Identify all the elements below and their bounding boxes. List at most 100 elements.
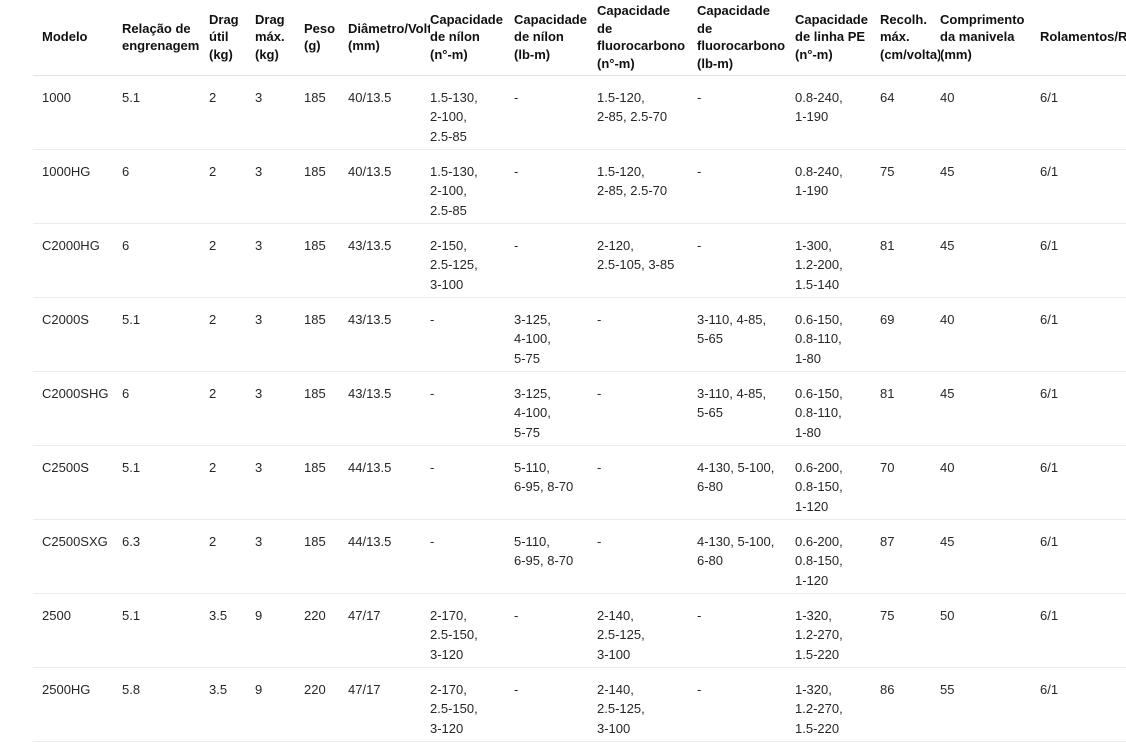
table-cell: 0.6-200, 0.8-150, 1-120 <box>795 445 880 520</box>
table-cell: 0.8-240, 1-190 <box>795 149 880 224</box>
table-cell: 64 <box>880 75 940 150</box>
table-cell: 3 <box>255 149 304 224</box>
table-cell: 6 <box>122 371 209 446</box>
table-cell: 1.5-120, 2-85, 2.5-70 <box>597 149 697 224</box>
table-cell: 1000HG <box>33 149 122 224</box>
table-cell: 1000 <box>33 75 122 150</box>
table-cell: 6/1 <box>1040 519 1126 594</box>
table-cell: 5.1 <box>122 297 209 372</box>
table-cell: 45 <box>940 223 1040 298</box>
table-cell: 2-150, 2.5-125, 3-100 <box>430 223 514 298</box>
table-body: 1000 5.1 2 3 185 40/13.5 1.5-130, 2-100, 2.5-8… <box>33 75 1126 742</box>
table-cell: 220 <box>304 667 348 742</box>
table-cell: - <box>514 593 597 668</box>
table-cell: 75 <box>880 593 940 668</box>
table-cell: 45 <box>940 149 1040 224</box>
table-cell: 4-130, 5-100, 6-80 <box>697 519 795 594</box>
col-header-capacidade-linha-pe: Capacidade de linha PE (n°-m) <box>795 0 880 76</box>
table-cell: C2000S <box>33 297 122 372</box>
table-cell: 1-320, 1.2-270, 1.5-220 <box>795 667 880 742</box>
table-row: 1000 5.1 2 3 185 40/13.5 1.5-130, 2-100, 2.5-8… <box>33 75 1126 150</box>
table-cell: 81 <box>880 223 940 298</box>
table-cell: 6/1 <box>1040 297 1126 372</box>
table-cell: 1.5-120, 2-85, 2.5-70 <box>597 75 697 150</box>
table-cell: 44/13.5 <box>348 519 430 594</box>
table-cell: 2 <box>209 223 255 298</box>
reel-spec-table: Modelo Relação de engrenagem Drag útil (… <box>33 0 1126 742</box>
table-cell: 0.6-150, 0.8-110, 1-80 <box>795 371 880 446</box>
table-cell: 2 <box>209 519 255 594</box>
col-header-capacidade-fluorocarbono-n: Capacidade de fluorocarbono (n°-m) <box>597 0 697 76</box>
table-cell: 2 <box>209 75 255 150</box>
table-cell: 40/13.5 <box>348 75 430 150</box>
table-cell: 3 <box>255 519 304 594</box>
table-cell: 45 <box>940 371 1040 446</box>
table-cell: - <box>597 297 697 372</box>
table-cell: 6/1 <box>1040 75 1126 150</box>
col-header-capacidade-nilon-n: Capacidade de nílon (n°-m) <box>430 0 514 76</box>
table-cell: 185 <box>304 445 348 520</box>
table-cell: 3 <box>255 75 304 150</box>
table-row: C2000HG 6 2 3 185 43/13.5 2-150, 2.5-125, 3-10… <box>33 223 1126 298</box>
table-cell: 50 <box>940 593 1040 668</box>
table-cell: 1-320, 1.2-270, 1.5-220 <box>795 593 880 668</box>
table-cell: 9 <box>255 593 304 668</box>
col-header-drag-max: Drag máx. (kg) <box>255 0 304 76</box>
table-cell: 6/1 <box>1040 593 1126 668</box>
table-cell: 40 <box>940 75 1040 150</box>
table-cell: - <box>597 519 697 594</box>
table-cell: 6/1 <box>1040 445 1126 520</box>
table-cell: - <box>697 593 795 668</box>
table-cell: 6.3 <box>122 519 209 594</box>
table-cell: 6 <box>122 223 209 298</box>
table-cell: 43/13.5 <box>348 297 430 372</box>
table-cell: 185 <box>304 371 348 446</box>
table-row: 2500HG 5.8 3.5 9 220 47/17 2-170, 2.5-150, 3-1… <box>33 667 1126 742</box>
table-cell: - <box>430 371 514 446</box>
table-cell: 81 <box>880 371 940 446</box>
table-cell: 6/1 <box>1040 149 1126 224</box>
table-row: C2500SXG 6.3 2 3 185 44/13.5-5-110, 6-95, 8-7… <box>33 519 1126 594</box>
col-header-drag-util: Drag útil (kg) <box>209 0 255 76</box>
table-row: C2000SHG 6 2 3 185 43/13.5-3-125, 4-100, 5-75… <box>33 371 1126 446</box>
col-header-relacao-engrenagem: Relação de engrenagem <box>122 0 209 76</box>
table-cell: 6/1 <box>1040 371 1126 446</box>
table-cell: - <box>514 149 597 224</box>
table-cell: 0.6-200, 0.8-150, 1-120 <box>795 519 880 594</box>
table-cell: 2-140, 2.5-125, 3-100 <box>597 667 697 742</box>
table-cell: 185 <box>304 75 348 150</box>
table-cell: 185 <box>304 297 348 372</box>
table-cell: 3.5 <box>209 593 255 668</box>
table-cell: - <box>514 667 597 742</box>
table-cell: 185 <box>304 519 348 594</box>
table-cell: - <box>697 667 795 742</box>
table-cell: - <box>514 75 597 150</box>
table-cell: 43/13.5 <box>348 223 430 298</box>
table-cell: C2000SHG <box>33 371 122 446</box>
table-cell: 2 <box>209 371 255 446</box>
table-cell: 2 <box>209 149 255 224</box>
table-cell: 2 <box>209 297 255 372</box>
table-cell: 2500 <box>33 593 122 668</box>
table-cell: 70 <box>880 445 940 520</box>
table-cell: 43/13.5 <box>348 371 430 446</box>
table-cell: - <box>697 223 795 298</box>
table-cell: 47/17 <box>348 667 430 742</box>
col-header-recolhimento-max: Recolh. máx. (cm/volta) <box>880 0 940 76</box>
col-header-capacidade-nilon-lb: Capacidade de nílon (lb-m) <box>514 0 597 76</box>
table-cell: - <box>430 297 514 372</box>
table-cell: 9 <box>255 667 304 742</box>
header-row: Modelo Relação de engrenagem Drag útil (… <box>33 0 1126 76</box>
table-cell: 5.1 <box>122 445 209 520</box>
table-cell: 2-140, 2.5-125, 3-100 <box>597 593 697 668</box>
table-cell: 185 <box>304 223 348 298</box>
table-cell: 3 <box>255 371 304 446</box>
table-cell: 5.1 <box>122 75 209 150</box>
table-cell: 6/1 <box>1040 667 1126 742</box>
table-cell: 87 <box>880 519 940 594</box>
table-cell: 1.5-130, 2-100, 2.5-85 <box>430 75 514 150</box>
table-cell: 220 <box>304 593 348 668</box>
table-cell: 5.8 <box>122 667 209 742</box>
table-cell: 6 <box>122 149 209 224</box>
